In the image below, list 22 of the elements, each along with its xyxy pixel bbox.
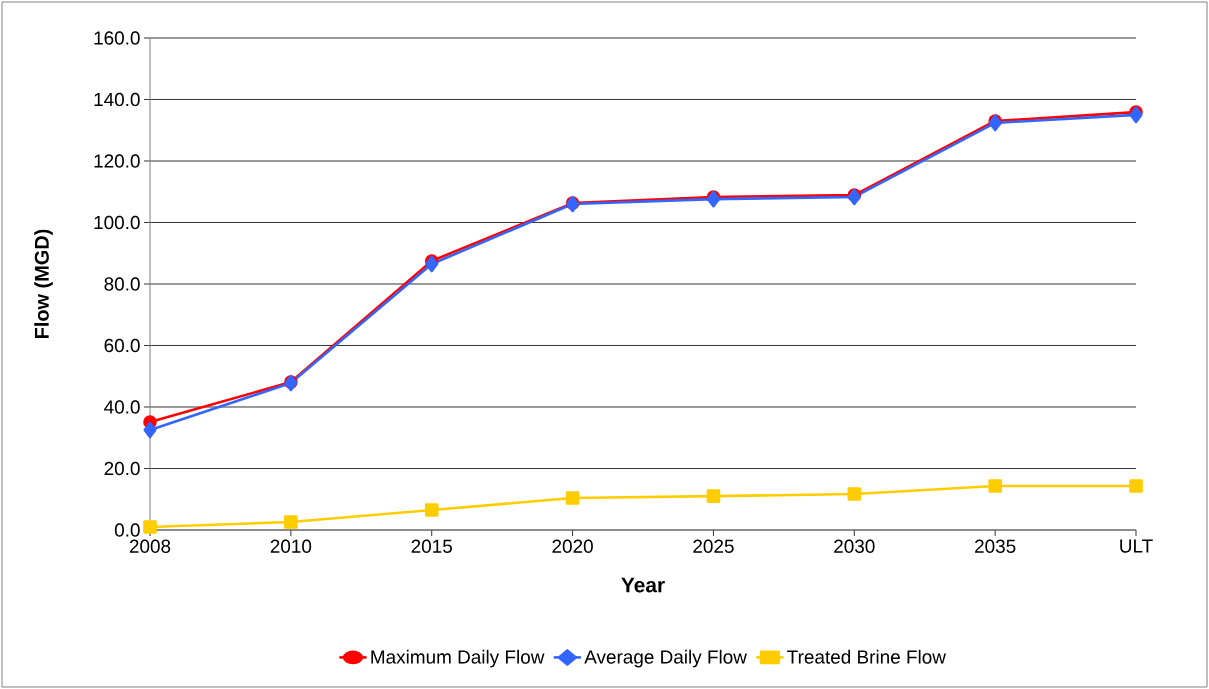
x-axis-title: Year bbox=[621, 577, 665, 593]
x-tick-label: 2015 bbox=[411, 539, 452, 553]
y-tick-label: 20.0 bbox=[104, 461, 140, 476]
x-tick-label: 2025 bbox=[693, 539, 734, 553]
legend-label: Average Daily Flow bbox=[584, 649, 747, 668]
y-tick-label: 80.0 bbox=[104, 277, 140, 291]
legend-label: Treated Brine Flow bbox=[787, 649, 946, 664]
x-tick-label: 2035 bbox=[975, 539, 1016, 553]
x-tick-label: ULT bbox=[1120, 539, 1153, 553]
y-tick-label: 140.0 bbox=[94, 92, 140, 107]
y-tick-label: 160.0 bbox=[94, 31, 140, 45]
x-tick-label: 2030 bbox=[834, 539, 875, 553]
y-axis-title: Flow (MGD) bbox=[34, 229, 53, 338]
x-tick-label: 2008 bbox=[129, 539, 171, 553]
legend-label: Maximum Daily Flow bbox=[371, 649, 545, 668]
y-tick-label: 40.0 bbox=[104, 400, 140, 414]
y-tick-label: 0.0 bbox=[114, 523, 140, 537]
x-tick-label: 2020 bbox=[552, 539, 593, 553]
y-tick-label: 60.0 bbox=[104, 338, 140, 353]
y-tick-label: 100.0 bbox=[94, 215, 140, 230]
y-tick-label: 120.0 bbox=[94, 154, 140, 168]
x-tick-label: 2010 bbox=[270, 539, 312, 553]
